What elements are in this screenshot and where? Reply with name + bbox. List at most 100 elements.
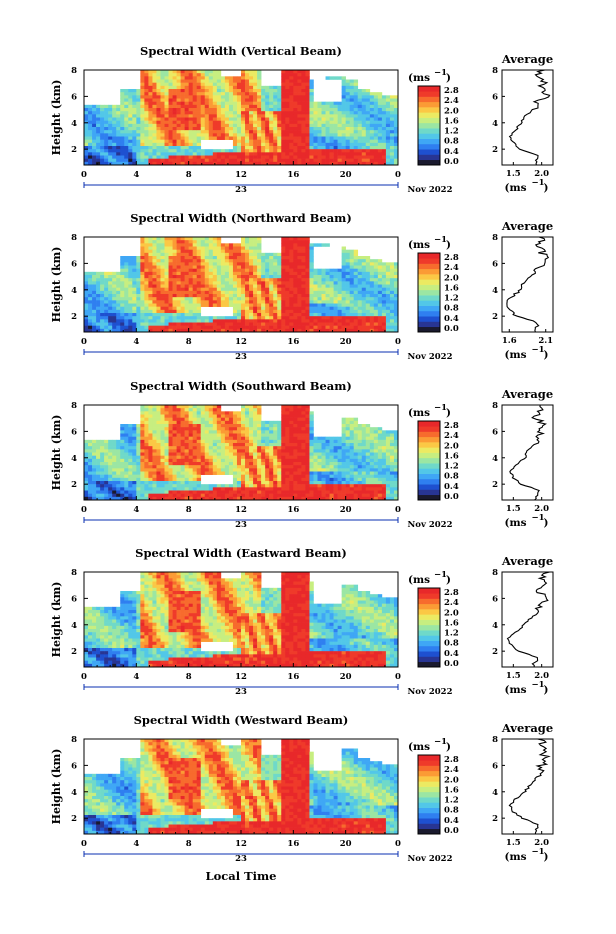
heatmap-cell <box>386 319 390 322</box>
heatmap-cell <box>84 326 88 329</box>
heatmap-cell <box>201 434 205 437</box>
heatmap-cell <box>301 300 305 303</box>
heatmap-cell <box>277 278 281 281</box>
heatmap-cell <box>181 105 185 108</box>
heatmap-cell <box>297 99 301 102</box>
heatmap-cell <box>148 316 152 319</box>
heatmap-cell <box>205 418 209 421</box>
heatmap-cell <box>152 487 156 490</box>
colorbar-tick-label: 1.2 <box>444 294 459 304</box>
heatmap-cell <box>330 143 334 146</box>
heatmap-cell <box>124 478 128 481</box>
heatmap-cell <box>140 118 144 121</box>
heatmap-cell <box>293 310 297 313</box>
heatmap-cell <box>181 124 185 127</box>
heatmap-cell <box>88 130 92 133</box>
heatmap-cell <box>124 285 128 288</box>
heatmap-cell <box>382 288 386 291</box>
heatmap-cell <box>237 275 241 278</box>
heatmap-cell <box>334 127 338 130</box>
heatmap-cell <box>309 92 313 95</box>
heatmap-cell <box>382 291 386 294</box>
heatmap-cell <box>322 108 326 111</box>
heatmap-cell <box>96 472 100 475</box>
heatmap-cell <box>261 102 265 105</box>
heatmap-cell <box>193 237 197 240</box>
heatmap-cell <box>221 102 225 105</box>
heatmap-cell <box>88 475 92 478</box>
heatmap-cell <box>265 256 269 259</box>
heatmap-cell <box>152 291 156 294</box>
heatmap-cell <box>334 297 338 300</box>
heatmap-cell <box>253 313 257 316</box>
heatmap-cell <box>358 262 362 265</box>
heatmap-cell <box>201 247 205 250</box>
heatmap-cell <box>140 468 144 471</box>
heatmap-cell <box>100 484 104 487</box>
heatmap-cell <box>370 124 374 127</box>
heatmap-cell <box>229 86 233 89</box>
heatmap-cell <box>285 326 289 329</box>
heatmap-cell <box>144 310 148 313</box>
heatmap-cell <box>156 487 160 490</box>
heatmap-cell <box>305 266 309 269</box>
heatmap-cell <box>116 307 120 310</box>
heatmap-cell <box>370 95 374 98</box>
heatmap-cell <box>366 121 370 124</box>
heatmap-cell <box>342 152 346 155</box>
heatmap-cell <box>124 143 128 146</box>
heatmap-cell <box>334 288 338 291</box>
heatmap-cell <box>285 297 289 300</box>
heatmap-cell <box>128 478 132 481</box>
heatmap-cell <box>322 102 326 105</box>
heatmap-cell <box>366 316 370 319</box>
heatmap-cell <box>217 294 221 297</box>
heatmap-cell <box>350 99 354 102</box>
heatmap-cell <box>382 111 386 114</box>
heatmap-cell <box>277 253 281 256</box>
heatmap-cell <box>148 92 152 95</box>
heatmap-cell <box>253 86 257 89</box>
heatmap-cell <box>362 92 366 95</box>
heatmap-cell <box>241 124 245 127</box>
heatmap-cell <box>120 92 124 95</box>
heatmap-cell <box>265 266 269 269</box>
heatmap-cell <box>289 114 293 117</box>
heatmap-cell <box>334 130 338 133</box>
heatmap-cell <box>160 440 164 443</box>
heatmap-cell <box>229 272 233 275</box>
heatmap-cell <box>346 297 350 300</box>
heatmap-cell <box>269 99 273 102</box>
heatmap-cell <box>354 272 358 275</box>
heatmap-cell <box>144 411 148 414</box>
heatmap-cell <box>217 259 221 262</box>
heatmap-cell <box>116 288 120 291</box>
heatmap-cell <box>245 124 249 127</box>
heatmap-cell <box>366 285 370 288</box>
heatmap-cell <box>181 156 185 159</box>
heatmap-cell <box>144 421 148 424</box>
heatmap-cell <box>132 424 136 427</box>
heatmap-cell <box>237 259 241 262</box>
heatmap-cell <box>193 491 197 494</box>
heatmap-cell <box>301 127 305 130</box>
heatmap-cell <box>100 156 104 159</box>
heatmap-cell <box>193 133 197 136</box>
heatmap-cell <box>108 456 112 459</box>
heatmap-cell <box>289 140 293 143</box>
heatmap-cell <box>185 288 189 291</box>
heatmap-cell <box>217 272 221 275</box>
heatmap-cell <box>152 427 156 430</box>
heatmap-cell <box>209 108 213 111</box>
heatmap-cell <box>148 408 152 411</box>
heatmap-cell <box>165 297 169 300</box>
heatmap-cell <box>185 304 189 307</box>
heatmap-cell <box>326 291 330 294</box>
heatmap-cell <box>326 140 330 143</box>
heatmap-cell <box>366 89 370 92</box>
heatmap-cell <box>156 140 160 143</box>
heatmap-cell <box>382 262 386 265</box>
heatmap-cell <box>257 108 261 111</box>
heatmap-cell <box>326 275 330 278</box>
heatmap-cell <box>152 430 156 433</box>
